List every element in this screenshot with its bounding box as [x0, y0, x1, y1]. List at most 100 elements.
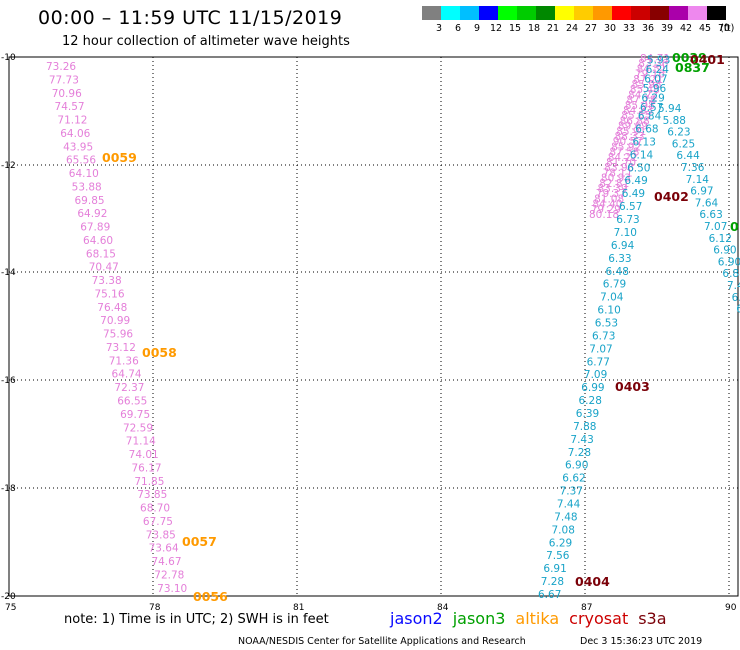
color-scale-label: 12 [489, 23, 503, 34]
latitude-label: -20 [1, 592, 16, 602]
wave-height-value: 77.73 [49, 74, 79, 86]
wave-height-value: 88.33 [615, 131, 645, 143]
wave-height-value: 6.97 [690, 186, 713, 198]
color-scale-label: 27 [584, 23, 598, 34]
wave-height-value: 69.85 [75, 195, 105, 207]
wave-height-value: 87.78 [626, 95, 656, 107]
wave-height-value: 64.74 [112, 369, 142, 381]
wave-height-value: 74.67 [151, 556, 181, 568]
wave-height-value: 7.07 [704, 221, 727, 233]
wave-height-value: 83.93 [604, 162, 634, 174]
wave-height-value: 85.98 [632, 79, 662, 91]
color-swatch [460, 6, 479, 20]
wave-height-value: 78.11 [603, 167, 633, 179]
pass-time-label: 0058 [142, 345, 177, 360]
wave-height-value: 6.44 [736, 304, 740, 316]
wave-height-value: 85.98 [625, 100, 655, 112]
wave-height-value: 43.95 [63, 141, 93, 153]
pass-time-label: 0059 [102, 150, 137, 165]
wave-height-value: 6.53 [595, 317, 618, 329]
wave-height-value: 7.48 [554, 511, 577, 523]
wave-height-value: 6.49 [622, 188, 645, 200]
wave-height-value: 53.88 [72, 181, 102, 193]
pass-time-label: 0404 [575, 574, 610, 589]
wave-height-value: 6.90 [718, 256, 740, 268]
wave-height-value: 6.10 [597, 305, 620, 317]
wave-height-value: 7.43 [570, 434, 593, 446]
pass-time-label: 0057 [182, 534, 217, 549]
longitude-label: 81 [293, 603, 304, 613]
legend-jason2: jason2 [390, 609, 443, 628]
color-swatch [669, 6, 688, 20]
wave-height-value: 6.44 [676, 150, 700, 162]
wave-height-value: 87.21 [633, 74, 663, 86]
wave-height-value: 70.99 [100, 315, 130, 327]
wave-height-value: 6.73 [592, 330, 615, 342]
wave-height-value: 68.70 [140, 503, 170, 515]
wave-height-value: 6.90 [565, 460, 588, 472]
color-scale-unit: (ft) [720, 23, 735, 34]
wave-height-value: 76.48 [97, 302, 127, 314]
wave-height-value: 6.99 [581, 382, 604, 394]
wave-height-value: 6.23 [667, 127, 690, 139]
wave-height-value: 70.96 [52, 88, 82, 100]
legend-jason3: jason3 [452, 609, 506, 628]
color-scale-label: 18 [527, 23, 541, 34]
color-scale-label: 24 [565, 23, 579, 34]
wave-height-value: 6.90 [713, 245, 736, 257]
pass-time-label: 0401 [690, 52, 725, 67]
wave-height-value: 76.17 [132, 462, 162, 474]
wave-height-value: 6.25 [672, 138, 695, 150]
latitude-label: -12 [1, 161, 16, 171]
generation-timestamp: Dec 3 15:36:23 UTC 2019 [580, 636, 703, 647]
legend-cryosat: cryosat [569, 609, 629, 628]
wave-height-value: 6.91 [543, 563, 566, 575]
color-scale-label: 36 [641, 23, 655, 34]
credit-line: NOAA/NESDIS Center for Satellite Applica… [238, 636, 526, 647]
wave-height-value: 5.96 [643, 83, 667, 95]
latitude-label: -10 [1, 53, 16, 63]
wave-height-value: 90.57 [613, 136, 643, 148]
wave-height-value: 84.51 [637, 63, 667, 75]
longitude-label: 78 [149, 603, 161, 613]
color-swatch [688, 6, 707, 20]
wave-height-value: 85.48 [630, 84, 660, 96]
wave-height-value: 6.49 [624, 175, 647, 187]
chart-subtitle: 12 hour collection of altimeter wave hei… [62, 34, 350, 49]
wave-height-value: 84.22 [628, 89, 658, 101]
wave-height-value: 6.29 [549, 537, 572, 549]
wave-height-value: 73.38 [92, 275, 122, 287]
longitude-label: 90 [725, 603, 737, 613]
wave-height-value: 64.06 [60, 128, 90, 140]
wave-height-value: 7.88 [573, 421, 596, 433]
color-swatch [631, 6, 650, 20]
wave-height-value: 75.96 [103, 329, 133, 341]
wave-height-value: 82.81 [599, 178, 629, 190]
wave-height-value: 79.29 [591, 204, 621, 216]
wave-height-value: 84.22 [608, 152, 638, 164]
wave-height-value: 81.70 [606, 157, 636, 169]
wave-height-value: 7.44 [557, 498, 581, 510]
wave-height-value: 75.16 [94, 288, 124, 300]
wave-height-value: 71.12 [57, 115, 87, 127]
legend-altika: altika [515, 609, 560, 628]
color-swatch [517, 6, 536, 20]
chart-title: 00:00 – 11:59 UTC 11/15/2019 [38, 7, 343, 29]
color-scale-label: 70 [717, 23, 731, 34]
color-scale-label: 39 [660, 23, 674, 34]
wave-height-value: 74.57 [55, 101, 85, 113]
wave-height-value: 72.37 [114, 382, 144, 394]
map-frame [8, 56, 739, 597]
wave-height-value: 6.94 [611, 240, 635, 252]
wave-height-value: 7.45 [727, 280, 740, 292]
color-swatch [536, 6, 555, 20]
wave-height-value: 6.62 [562, 473, 585, 485]
pass-time-label: 0403 [615, 379, 650, 394]
pass-time-label: 0837 [675, 60, 710, 75]
color-scale-label: 33 [622, 23, 636, 34]
wave-height-value: 85.92 [611, 141, 641, 153]
wave-height-value: 6.73 [616, 214, 639, 226]
wave-height-value: 79.16 [635, 69, 665, 81]
latitude-label: -18 [1, 484, 16, 494]
